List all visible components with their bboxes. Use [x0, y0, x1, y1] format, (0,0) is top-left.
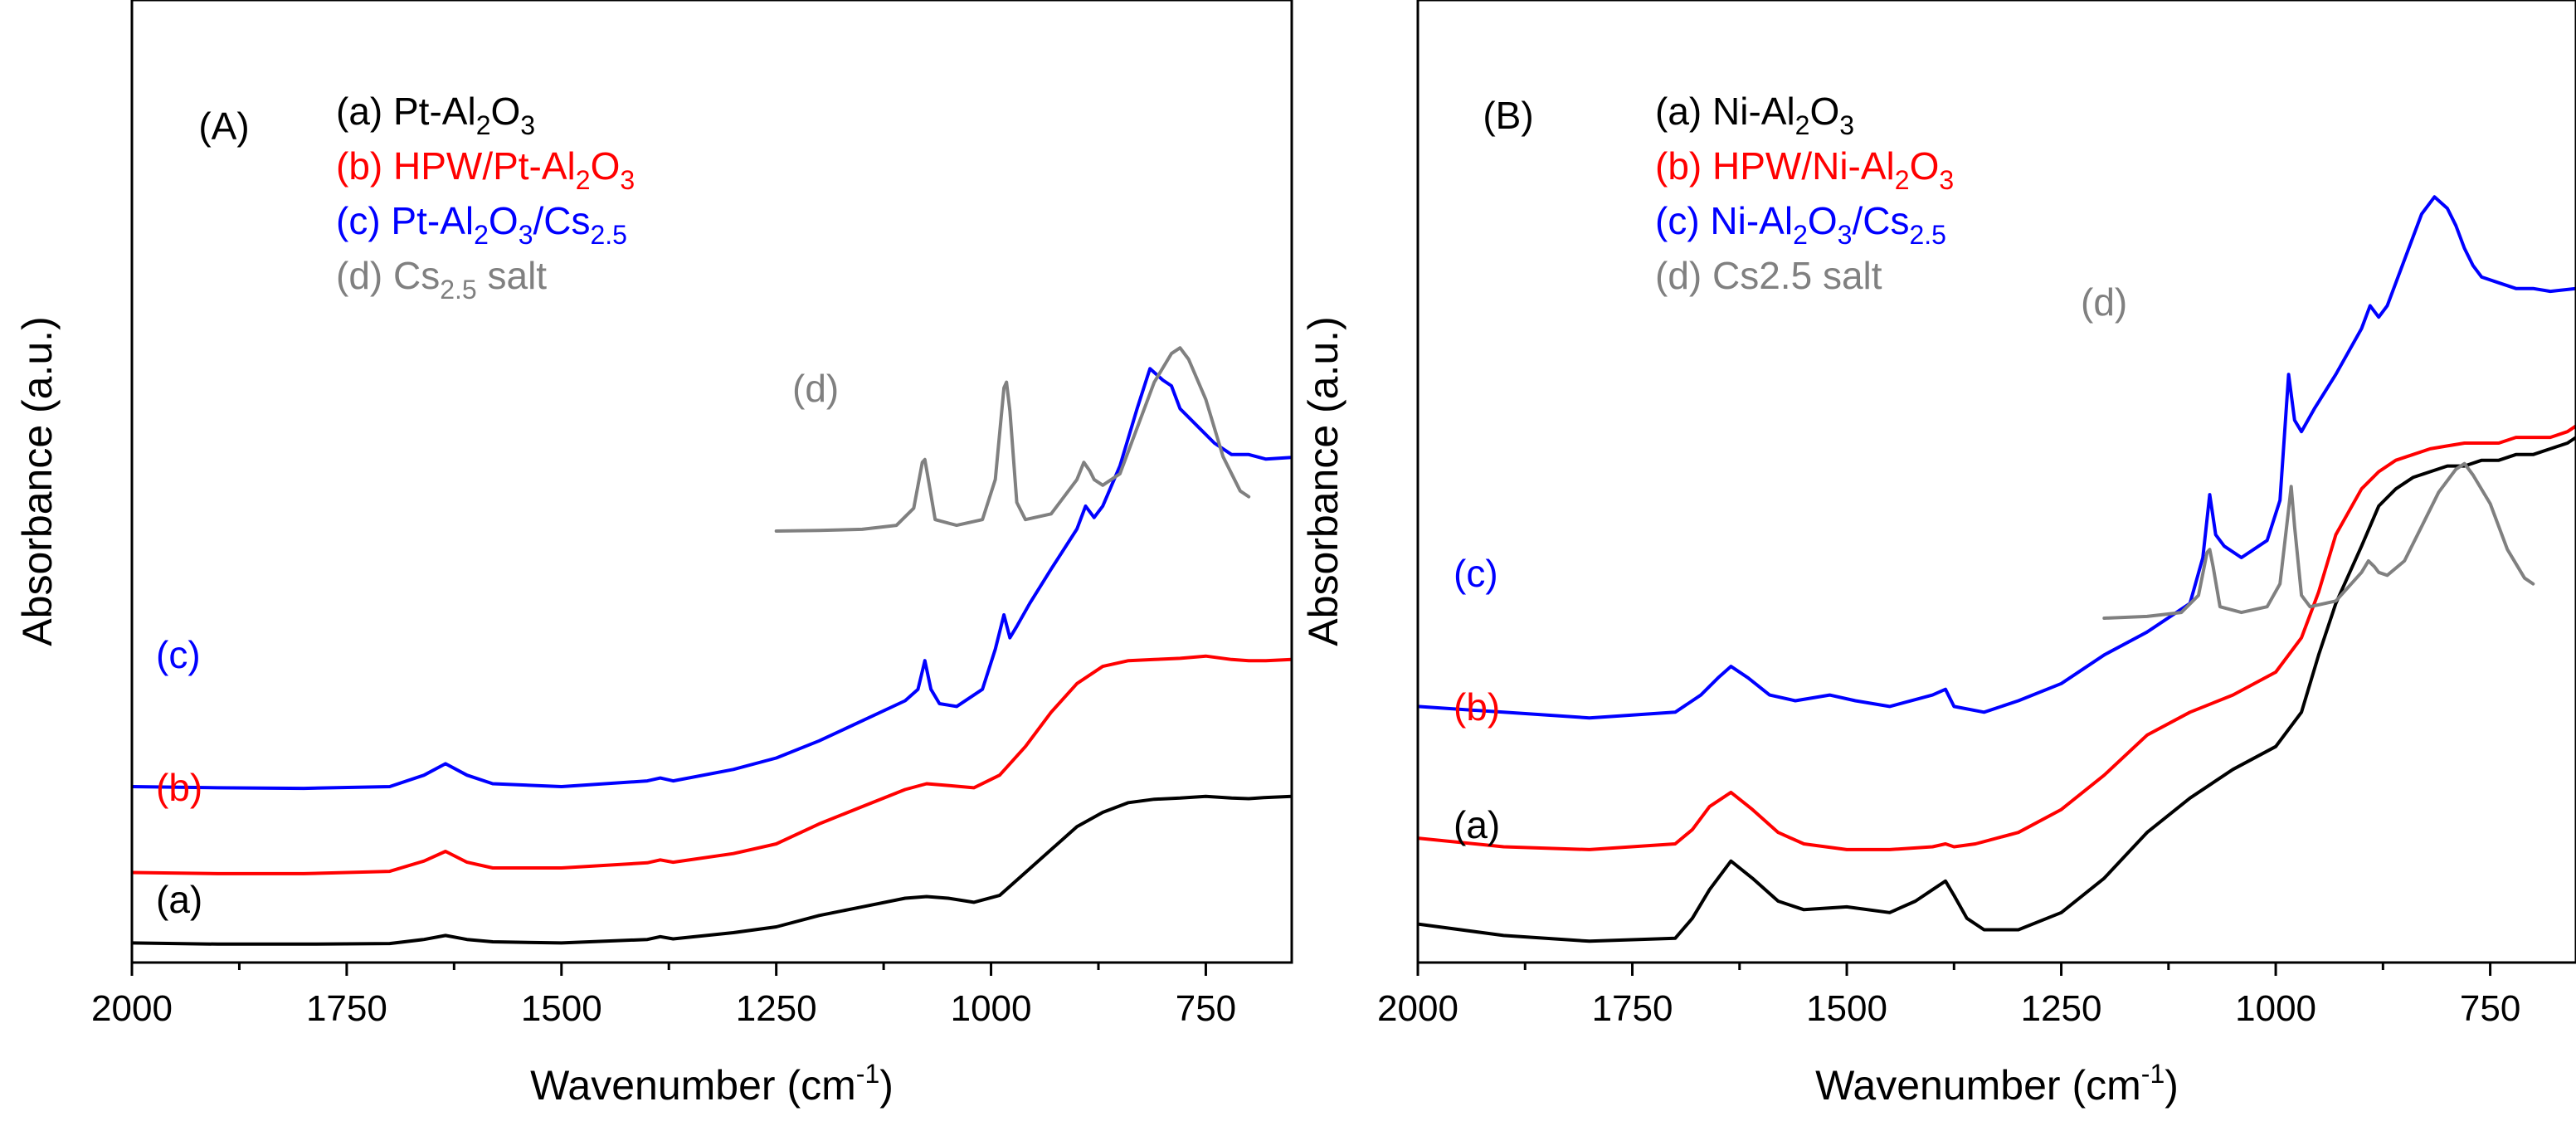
legend-entry: (c) Pt-Al2O3/Cs2.5 — [336, 199, 627, 250]
y-axis-label: Absorbance (a.u.) — [1300, 316, 1346, 646]
panel-label: (B) — [1483, 94, 1533, 137]
legend-entry: (d) Cs2.5 salt — [336, 254, 547, 305]
curve-label-d: (d) — [792, 367, 839, 410]
curve-label-c: (c) — [156, 633, 201, 676]
x-tick-label: 1250 — [736, 988, 817, 1029]
x-tick-label: 1750 — [1592, 988, 1673, 1029]
x-tick-label: 1000 — [951, 988, 1032, 1029]
x-axis-label: Wavenumber (cm-1) — [1815, 1059, 2179, 1109]
curve-label-c: (c) — [1454, 552, 1498, 595]
series-line-c — [1418, 195, 2576, 720]
curve-label-b: (b) — [1454, 685, 1500, 729]
legend-entry: (a) Pt-Al2O3 — [336, 90, 535, 140]
x-tick-label: 1500 — [1806, 988, 1887, 1029]
series-line-c — [132, 367, 1292, 791]
curve-label-b: (b) — [156, 766, 202, 809]
x-tick-label: 750 — [2460, 988, 2520, 1029]
legend-entry: (a) Ni-Al2O3 — [1655, 90, 1854, 140]
curve-label-a: (a) — [1454, 803, 1500, 846]
legend-entry: (d) Cs2.5 salt — [1655, 254, 1882, 297]
y-axis-label: Absorbance (a.u.) — [14, 316, 61, 646]
x-tick-label: 2000 — [1377, 988, 1458, 1029]
panel-b: 2000 1750 1500 1250 1000 750 Wavenumber (cm-1)… — [1300, 0, 2576, 1109]
x-tick-label: 2000 — [91, 988, 173, 1029]
x-tick-label: 1750 — [306, 988, 387, 1029]
x-tick-label: 750 — [1176, 988, 1236, 1029]
series-line-d — [2102, 461, 2535, 620]
plot-frame — [1416, 0, 2576, 964]
x-tick-label: 1000 — [2235, 988, 2316, 1029]
plot-frame — [130, 0, 1293, 964]
legend-entry: (b) HPW/Ni-Al2O3 — [1655, 144, 1954, 195]
curve-label-a: (a) — [156, 878, 202, 921]
series-line-a — [132, 794, 1292, 946]
x-tick-label: 1250 — [2021, 988, 2102, 1029]
panel-a: 2000 1750 1500 1250 1000 750 Wavenumber (cm-1)… — [14, 0, 1293, 1109]
panel-label: (A) — [198, 105, 249, 148]
curve-label-d: (d) — [2081, 280, 2127, 324]
legend-entry: (c) Ni-Al2O3/Cs2.5 — [1655, 199, 1946, 250]
series-line-b — [132, 654, 1292, 875]
series-line-b — [1418, 424, 2576, 851]
legend-entry: (b) HPW/Pt-Al2O3 — [336, 144, 635, 195]
series-line-d — [774, 346, 1251, 533]
x-tick-label: 1500 — [521, 988, 602, 1029]
x-axis-label: Wavenumber (cm-1) — [530, 1059, 894, 1109]
